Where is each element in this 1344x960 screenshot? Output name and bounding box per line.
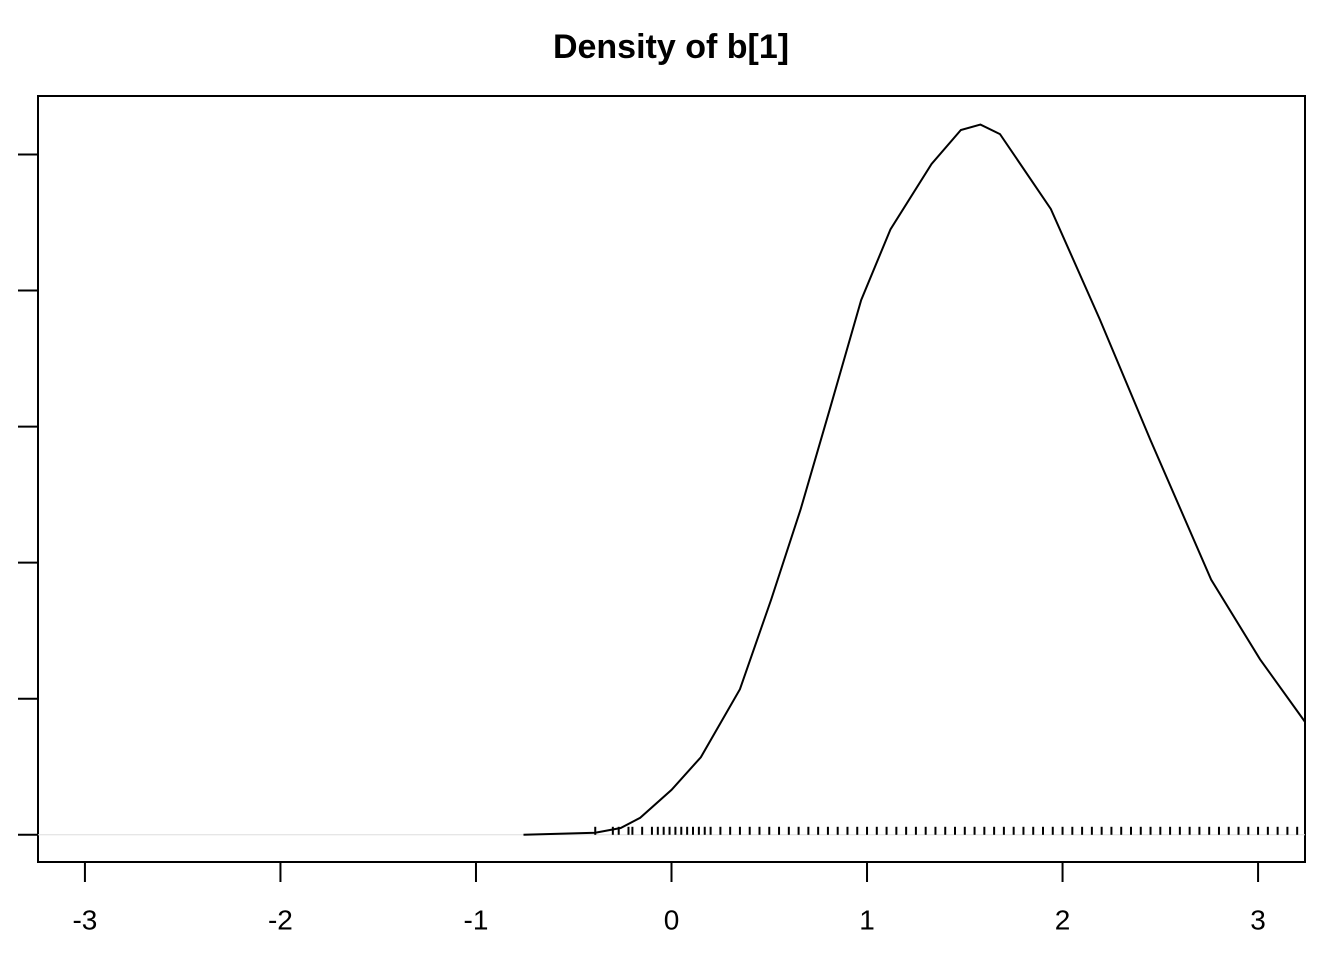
density-curve [523, 123, 1306, 836]
x-tick-label: 2 [1055, 904, 1071, 935]
x-tick-label: 0 [664, 904, 680, 935]
x-tick-label: 3 [1250, 904, 1266, 935]
plot-frame [37, 95, 1306, 863]
x-tick-label: 1 [859, 904, 875, 935]
x-tick-label: -1 [464, 904, 489, 935]
x-tick-label: -2 [268, 904, 293, 935]
x-tick-label: -3 [72, 904, 97, 935]
chart-title: Density of b[1] [553, 28, 789, 66]
